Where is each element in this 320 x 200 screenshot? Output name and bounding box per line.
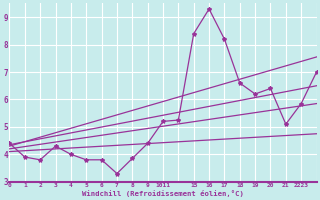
X-axis label: Windchill (Refroidissement éolien,°C): Windchill (Refroidissement éolien,°C) [82,190,244,197]
